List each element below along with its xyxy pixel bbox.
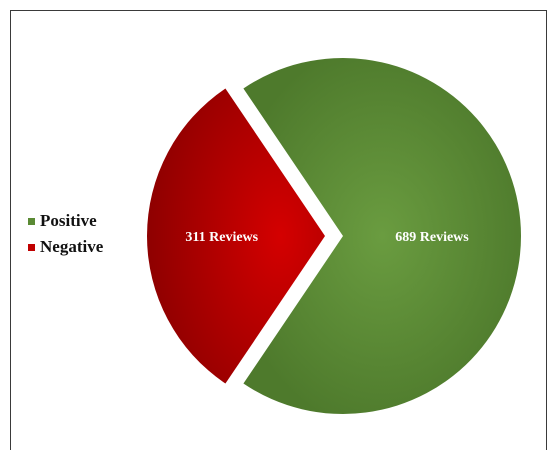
legend-item-positive: Positive <box>28 208 103 234</box>
data-label-negative: 311 Reviews <box>185 230 258 245</box>
legend-label-positive: Positive <box>40 211 97 230</box>
pie-slice-positive <box>243 58 521 415</box>
legend-label-negative: Negative <box>40 237 104 256</box>
legend-item-negative: Negative <box>28 234 103 260</box>
legend-swatch-negative <box>28 243 35 251</box>
chart-legend: Positive Negative <box>28 208 103 260</box>
pie-slice-negative <box>146 88 325 384</box>
data-label-positive: 689 Reviews <box>395 230 469 245</box>
legend-swatch-positive <box>28 217 35 225</box>
